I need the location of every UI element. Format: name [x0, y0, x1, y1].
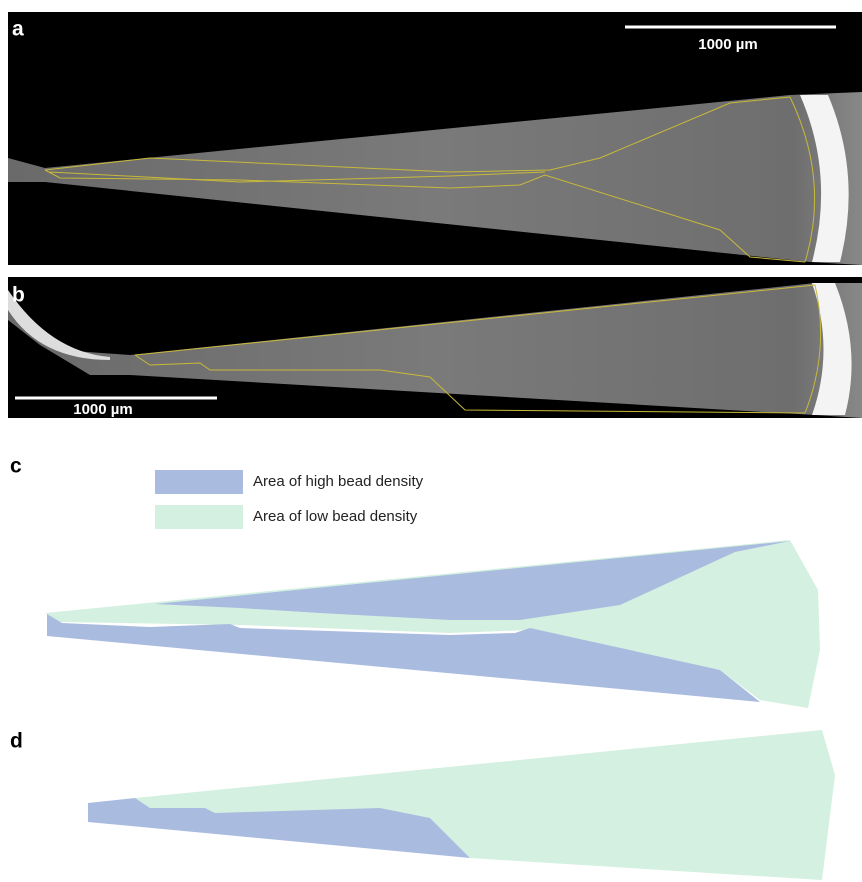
scale-label: 1000 µm — [698, 36, 758, 53]
panel-b: b 1000 µm — [8, 277, 862, 418]
panel-c: c Area of high bead density Area of low … — [10, 455, 820, 708]
legend-label: Area of high bead density — [253, 473, 424, 490]
figure: a 1000 µm b 1000 µm c Area of high bead … — [0, 0, 862, 882]
panel-d: d — [10, 730, 835, 880]
legend-label: Area of low bead density — [253, 508, 418, 525]
legend-swatch — [155, 505, 243, 529]
low-density-area — [135, 730, 835, 880]
panel-label: d — [10, 730, 23, 753]
panel-label: c — [10, 455, 22, 478]
panel-label: a — [12, 18, 24, 41]
scale-label: 1000 µm — [73, 401, 133, 418]
panel-label: b — [12, 284, 25, 307]
legend-swatch — [155, 470, 243, 494]
panel-a: a 1000 µm — [8, 12, 862, 265]
